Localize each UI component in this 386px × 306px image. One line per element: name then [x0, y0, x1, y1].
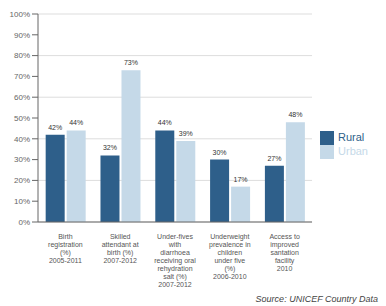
svg-text:Skilledattendant atbirth (%)20: Skilledattendant atbirth (%)2007-2012: [102, 233, 139, 264]
svg-text:Underweightprevalence inchildr: Underweightprevalence inchildrenunder fi…: [209, 233, 251, 280]
svg-text:39%: 39%: [179, 130, 193, 137]
svg-text:60%: 60%: [14, 93, 30, 102]
svg-text:30%: 30%: [213, 149, 227, 156]
svg-text:10%: 10%: [14, 197, 30, 206]
svg-text:48%: 48%: [288, 111, 302, 118]
svg-text:44%: 44%: [69, 119, 83, 126]
html-text:Rural: Rural: [338, 130, 365, 143]
svg-text:73%: 73%: [124, 59, 138, 66]
svg-text:42%: 42%: [48, 124, 62, 131]
svg-text:20%: 20%: [14, 176, 30, 185]
svg-text:0%: 0%: [18, 218, 30, 227]
svg-text:80%: 80%: [14, 51, 30, 60]
svg-text:Access toimprovedsantationfaci: Access toimprovedsantationfacility2010: [269, 233, 299, 272]
svg-text:44%: 44%: [158, 119, 172, 126]
svg-text:27%: 27%: [267, 155, 281, 162]
svg-text:32%: 32%: [103, 144, 117, 151]
svg-text:40%: 40%: [14, 135, 30, 144]
svg-text:30%: 30%: [14, 155, 30, 164]
svg-text:Birthregistration(%)2005-2011: Birthregistration(%)2005-2011: [48, 233, 83, 264]
svg-text:70%: 70%: [14, 72, 30, 81]
svg-text:100%: 100%: [10, 10, 30, 19]
svg-text:Under-fiveswithdiarrhoeareceiv: Under-fiveswithdiarrhoeareceiving oralre…: [154, 233, 196, 288]
svg-text:17%: 17%: [234, 176, 248, 183]
html-text:Urban: Urban: [338, 145, 368, 157]
svg-text:50%: 50%: [14, 114, 30, 123]
svg-text:90%: 90%: [14, 31, 30, 40]
html-text:Source: UNICEF Country Data: Source: UNICEF Country Data: [255, 294, 378, 304]
